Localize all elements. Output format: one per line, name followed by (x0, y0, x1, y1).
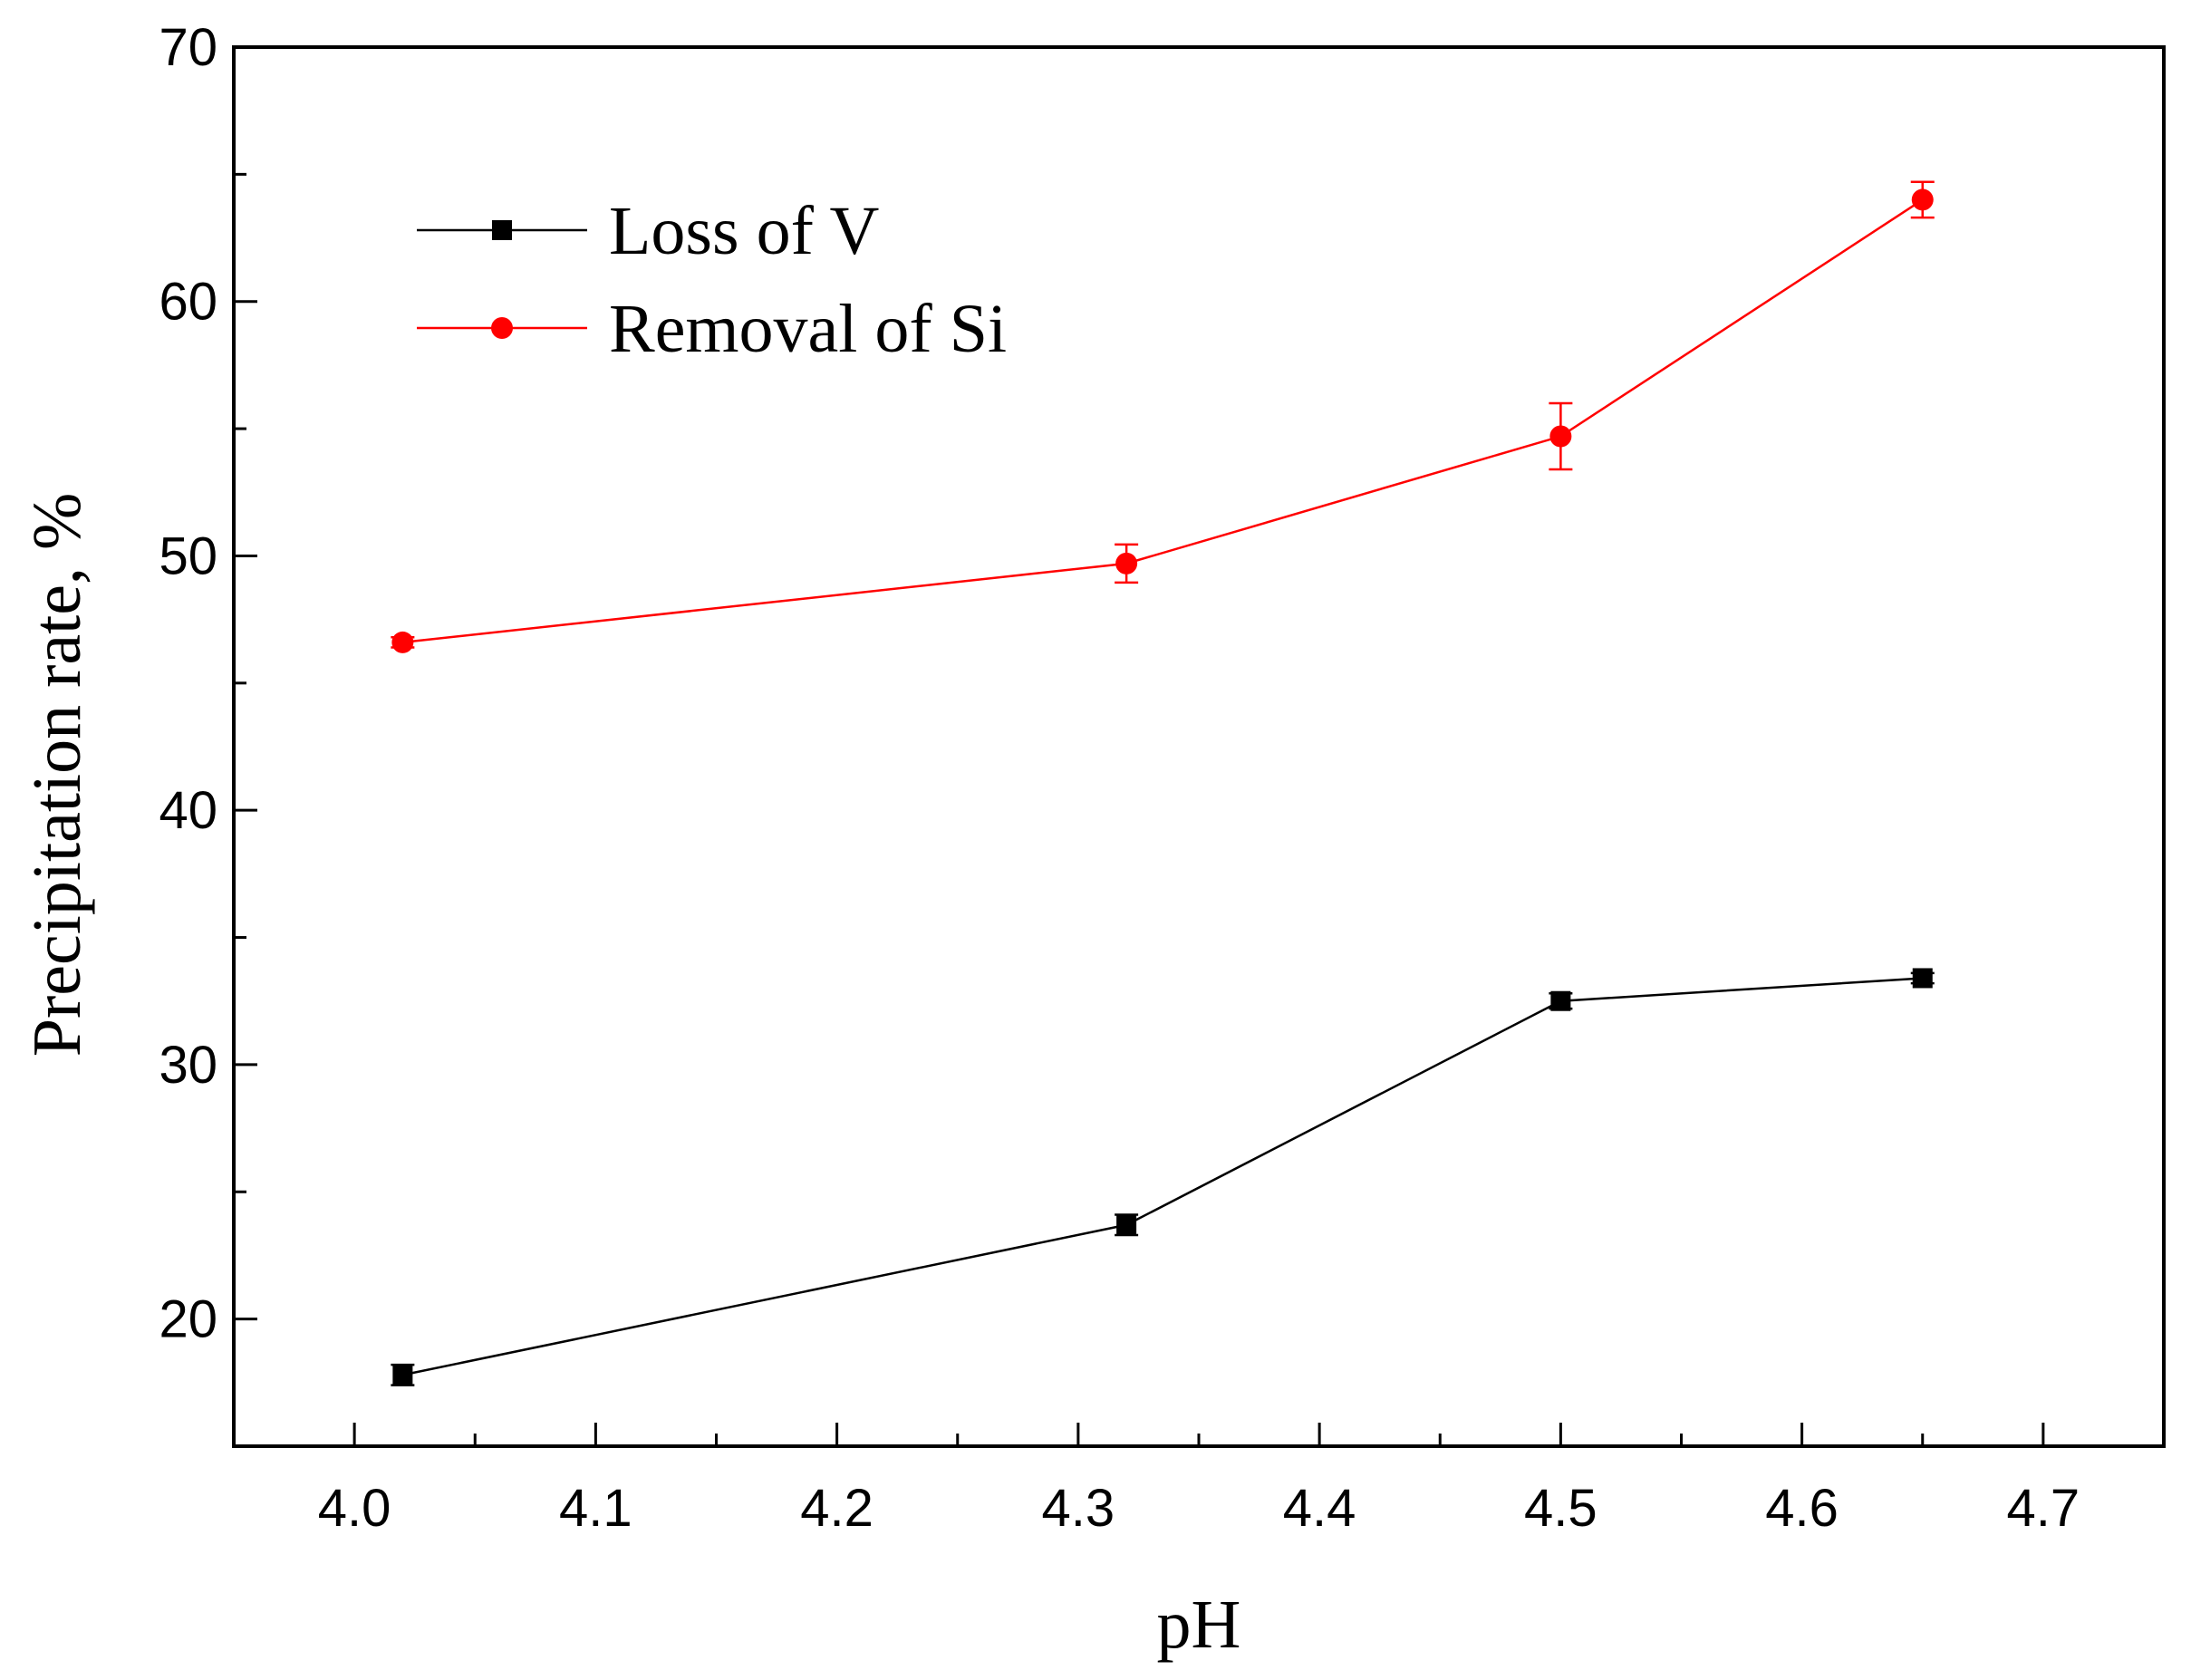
series-line-loss-of-v (402, 977, 1923, 1376)
plot-frame (232, 45, 2166, 1448)
legend-marker-loss-of-v (492, 220, 512, 240)
legend-marker-removal-of-si (491, 317, 513, 339)
y-axis-title: Precipitation rate, % (19, 493, 95, 1057)
data-point-loss-of-v (392, 1365, 413, 1386)
x-tick-label: 4.1 (559, 1479, 632, 1538)
legend-label-removal-of-si: Removal of Si (609, 291, 1007, 367)
y-tick-label: 70 (159, 18, 217, 77)
x-tick-label: 4.6 (1765, 1479, 1839, 1538)
x-tick-label: 4.7 (2007, 1479, 2080, 1538)
x-tick-label: 4.0 (318, 1479, 391, 1538)
data-point-removal-of-si (391, 631, 414, 653)
plot-area (391, 180, 1935, 1386)
x-tick-label: 4.3 (1042, 1479, 1115, 1538)
data-point-loss-of-v (1116, 1214, 1137, 1235)
y-tick-label: 50 (159, 526, 217, 585)
x-axis-title: pH (1157, 1587, 1241, 1663)
y-tick-label: 20 (159, 1290, 217, 1349)
data-point-loss-of-v (1550, 990, 1571, 1011)
y-tick-label: 60 (159, 273, 217, 332)
legend: Loss of V Removal of Si (417, 193, 1007, 367)
x-tick-label: 4.2 (800, 1479, 874, 1538)
x-tick-label: 4.4 (1283, 1479, 1356, 1538)
data-point-removal-of-si (1549, 425, 1572, 448)
x-tick-label: 4.5 (1524, 1479, 1597, 1538)
data-point-loss-of-v (1912, 968, 1933, 989)
axes: 4.0 4.1 4.2 4.3 4.4 4.5 4.6 4.7 20 30 40 50 60 70 (159, 18, 2166, 1538)
data-point-removal-of-si (1911, 188, 1934, 211)
y-tick-label: 40 (159, 781, 217, 840)
data-point-removal-of-si (1115, 552, 1138, 574)
legend-label-loss-of-v: Loss of V (609, 193, 880, 269)
y-tick-label: 30 (159, 1036, 217, 1095)
series-line-removal-of-si (402, 198, 1924, 644)
